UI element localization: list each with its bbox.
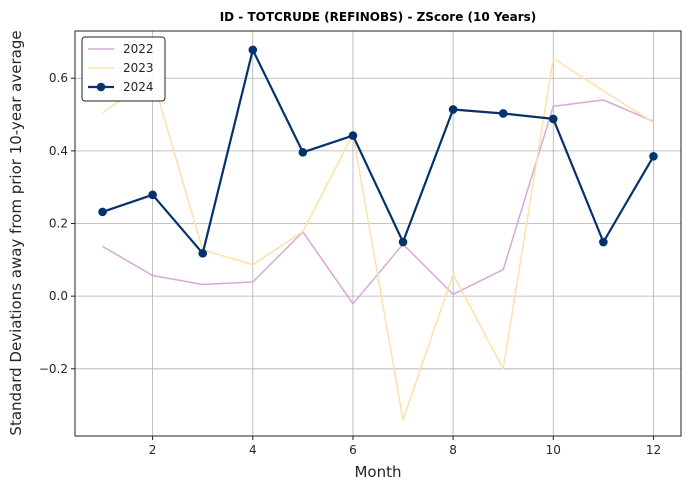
legend-label-2022: 2022 — [123, 42, 154, 56]
x-tick-label: 6 — [349, 443, 357, 457]
legend-label-2023: 2023 — [123, 61, 154, 75]
plot-frame — [74, 30, 682, 437]
y-axis-title: Standard Deviations away from prior 10-y… — [7, 30, 25, 435]
data-point-2024 — [398, 237, 408, 247]
series-line-2023 — [102, 57, 654, 421]
legend-marker-2024 — [96, 82, 106, 92]
series-lines — [98, 45, 658, 421]
y-tick-label: 0.4 — [49, 144, 68, 158]
legend: 2022 2023 2024 — [81, 36, 166, 102]
y-tick-label: 0.2 — [49, 217, 68, 231]
data-point-2024 — [448, 105, 458, 114]
data-point-2024 — [98, 207, 107, 217]
x-tick-label: 4 — [249, 443, 257, 457]
data-point-2024 — [498, 109, 508, 118]
axis-ticks: 2 4 6 8 10 12 −0.2 0.0 0.2 0.4 0.6 — [39, 71, 661, 457]
legend-label-2024: 2024 — [123, 80, 154, 94]
chart-title: ID - TOTCRUDE (REFINOBS) - ZScore (10 Ye… — [220, 10, 537, 24]
x-tick-label: 8 — [449, 443, 457, 457]
x-tick-label: 12 — [646, 443, 661, 457]
x-tick-label: 2 — [149, 443, 157, 457]
x-axis-title: Month — [354, 463, 401, 481]
data-point-2024 — [198, 248, 208, 258]
data-point-2024 — [548, 114, 558, 124]
data-point-2024 — [298, 148, 308, 157]
data-point-2024 — [248, 45, 258, 55]
y-tick-label: 0.0 — [49, 289, 68, 303]
data-point-2024 — [148, 190, 157, 200]
grid-lines — [75, 31, 681, 436]
data-point-2024 — [649, 152, 658, 161]
x-tick-label: 10 — [546, 443, 561, 457]
series-line-2024 — [102, 48, 655, 255]
data-point-2024 — [348, 131, 358, 140]
data-point-2024 — [599, 237, 608, 247]
y-tick-label: 0.6 — [49, 71, 68, 85]
y-tick-label: −0.2 — [39, 362, 68, 376]
